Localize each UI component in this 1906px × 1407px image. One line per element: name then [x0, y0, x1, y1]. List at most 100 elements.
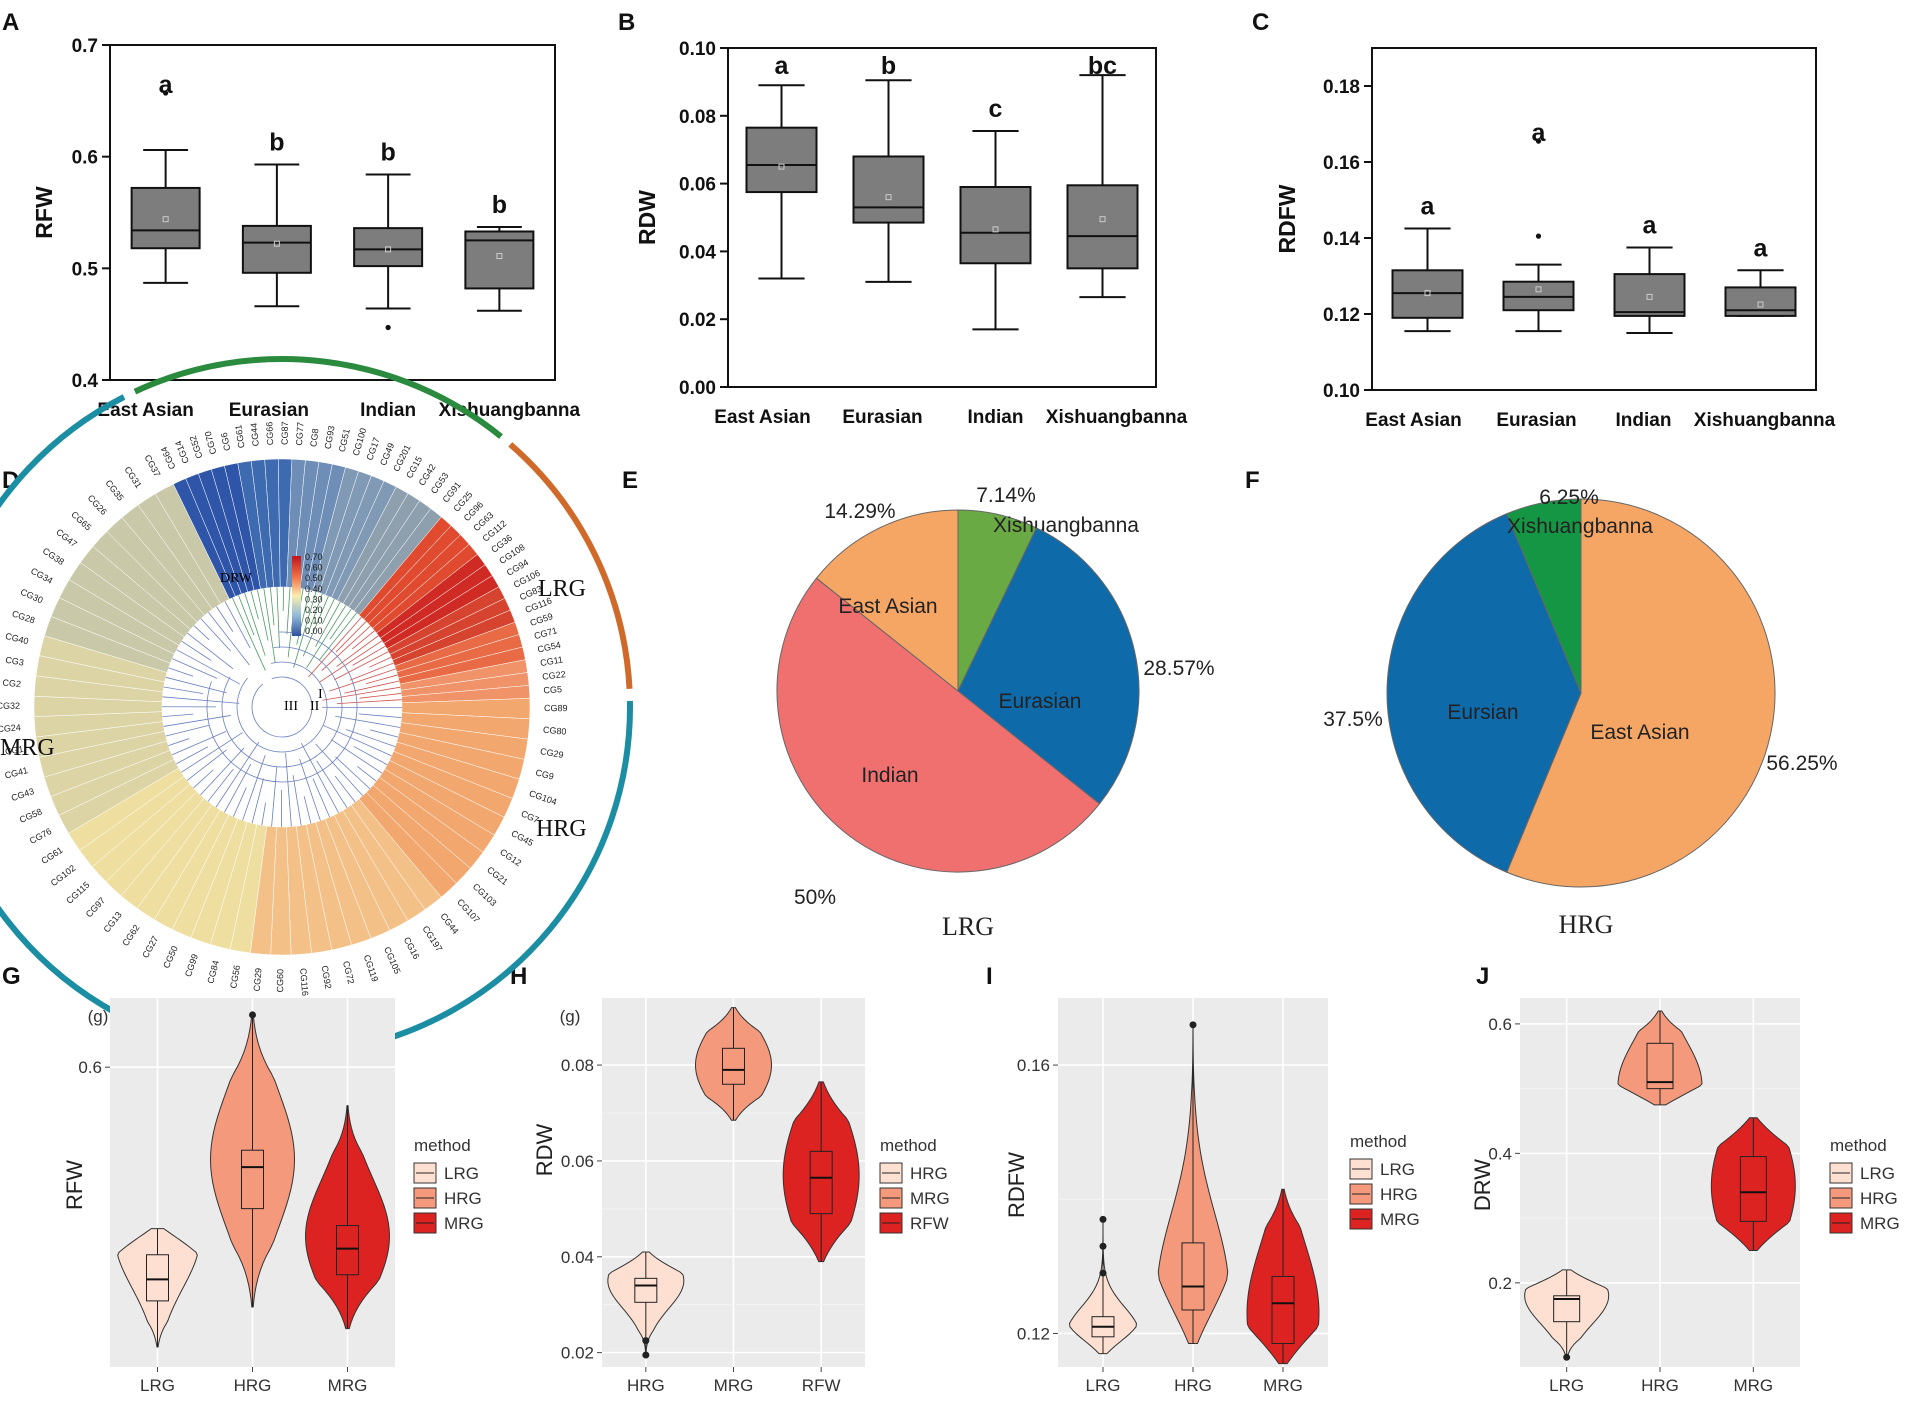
x-category-label: MRG	[1733, 1376, 1773, 1395]
sample-id-label: CG2	[2, 678, 21, 690]
y-tick-label: 0.10	[1323, 381, 1360, 402]
significance-letter: a	[1532, 119, 1547, 147]
tree-branch	[358, 713, 402, 719]
y-tick-label: 0.10	[679, 39, 716, 60]
outlier-point	[249, 1011, 256, 1019]
panel-label-b: B	[618, 9, 635, 36]
y-tick-label: 0.06	[561, 1152, 594, 1171]
tree-branch	[349, 662, 394, 681]
sample-id-label: CG56	[228, 964, 242, 989]
tree-branch	[286, 587, 291, 635]
sample-id-label: CG115	[64, 880, 91, 906]
mean-marker	[885, 194, 892, 201]
tree-branch	[352, 645, 386, 666]
legend-title: method	[414, 1136, 471, 1155]
color-scale-tick: 0.30	[305, 594, 323, 604]
x-category-label: HRG	[627, 1376, 665, 1395]
tree-branch	[292, 775, 302, 826]
color-scale-tick: 0.40	[305, 584, 323, 594]
violin-plot-drw: 0.2 0.4 0.6 DRW LRG HRG MRG method LRG HRG MRG	[1470, 998, 1900, 1395]
slice-name-label: East Asian	[1590, 721, 1689, 744]
tree-branch	[269, 587, 275, 626]
tree-branch	[162, 696, 240, 704]
tree-branch	[276, 587, 280, 649]
sample-id-label: CG116	[298, 968, 310, 997]
x-category-label: LRG	[1086, 1376, 1121, 1395]
panel-label-a: A	[2, 9, 19, 36]
y-tick-label: 0.2	[1488, 1274, 1512, 1293]
sample-id-label: CG72	[341, 960, 356, 985]
y-tick-label: 0.14	[1323, 229, 1360, 250]
tree-branch	[321, 706, 403, 709]
box-plot-rdfw: 0.10 0.12 0.14 0.16 0.18 RDFW a East Asian a Eura…	[1274, 47, 1836, 431]
legend-item-label: LRG	[444, 1164, 479, 1183]
tree-branch	[329, 668, 396, 692]
violin-box	[336, 1225, 359, 1276]
y-tick-label: 0.16	[1017, 1056, 1050, 1075]
sample-id-label: CG62	[120, 923, 141, 948]
x-category-label: Indian	[1616, 410, 1672, 431]
x-category-label: Eurasian	[842, 407, 922, 428]
sample-id-label: CG21	[485, 865, 510, 887]
outlier-point	[642, 1351, 650, 1359]
tree-branch	[216, 606, 234, 632]
y-tick-label: 0.08	[561, 1056, 594, 1075]
outlier-point	[1099, 1269, 1107, 1277]
ring-label-drw: DRW	[220, 571, 253, 586]
sample-id-label: CG6	[219, 432, 233, 452]
tree-branch	[244, 592, 266, 656]
box-iqr	[852, 155, 925, 224]
significance-letter: b	[492, 191, 507, 219]
tree-branch	[319, 640, 383, 683]
y-tick-label: 0.04	[679, 242, 716, 263]
tree-branch	[344, 680, 400, 694]
tree-branch	[181, 640, 212, 661]
sample-id-label: CG38	[41, 546, 66, 567]
sample-id-label: CG105	[382, 945, 403, 975]
x-category-label: LRG	[1549, 1376, 1584, 1395]
y-tick-label: 0.6	[78, 1058, 102, 1077]
significance-letter: b	[380, 139, 395, 167]
sample-id-label: CG89	[544, 703, 568, 713]
tree-branch	[307, 593, 323, 634]
plot-frame	[727, 47, 1157, 388]
tree-branch	[168, 738, 190, 747]
sample-id-label: CG16	[402, 935, 422, 960]
slice-percent-label: 37.5%	[1323, 708, 1383, 731]
sample-id-label: CG3	[5, 655, 25, 668]
violin-box	[1739, 1156, 1767, 1222]
significance-letter: b	[269, 128, 284, 156]
sample-id-label: CG11	[539, 654, 563, 668]
sample-id-label: CG80	[543, 725, 567, 737]
y-tick-label: 0.6	[1488, 1015, 1512, 1034]
sample-id-label: CG32	[0, 701, 20, 711]
outlier-point	[1099, 1242, 1107, 1250]
tree-branch	[329, 608, 352, 640]
tree-arc	[251, 676, 313, 738]
tree-branch	[242, 755, 266, 821]
significance-letter: a	[1754, 234, 1769, 262]
tree-branch	[186, 749, 227, 781]
sample-id-label: CG41	[4, 765, 29, 780]
color-scale-tick: 0.60	[305, 563, 323, 573]
sample-id-label: CG61	[233, 424, 246, 449]
sample-id-label: CG77	[294, 422, 306, 446]
cladogram-tree	[161, 587, 403, 828]
legend-item-label: HRG	[1860, 1189, 1898, 1208]
legend-title: method	[1350, 1132, 1407, 1151]
x-category-label: East Asian	[1365, 410, 1461, 431]
violin-box	[1646, 1042, 1674, 1090]
y-tick-label: 0.18	[1323, 77, 1360, 98]
sample-id-label: CG197	[421, 924, 445, 953]
tree-branch	[308, 616, 362, 678]
y-tick-label: 0.12	[1017, 1324, 1050, 1343]
panel-label-f: F	[1245, 467, 1260, 494]
tree-branch	[335, 621, 367, 653]
tree-branch	[336, 699, 402, 705]
pie-chart-hrg: East Asian 56.25% Eursian 37.5% 6.25% Xishuan…	[1323, 486, 1837, 939]
tree-branch	[176, 746, 209, 765]
panel-label-e: E	[622, 467, 638, 494]
tree-branch	[208, 611, 250, 666]
tree-branch	[263, 588, 276, 663]
